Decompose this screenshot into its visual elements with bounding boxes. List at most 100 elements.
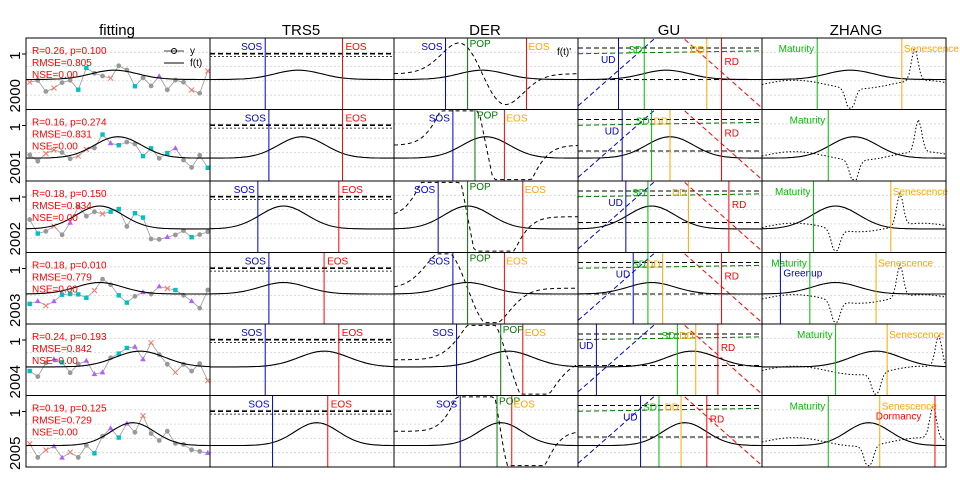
snow-point xyxy=(51,356,57,362)
raw-point xyxy=(83,442,89,448)
raw-point xyxy=(43,360,49,366)
fitted-curve xyxy=(762,205,946,230)
plateau-line xyxy=(577,336,763,341)
raw-point xyxy=(164,361,170,367)
panel-der-2000: SOS POP EOS xyxy=(393,37,579,110)
ud-label: UD xyxy=(601,55,615,66)
maturity-label: Maturity xyxy=(771,259,807,270)
recession-tangent xyxy=(684,253,763,323)
fitted-curve xyxy=(26,350,211,368)
raw-point xyxy=(43,228,49,234)
raw-point xyxy=(100,73,105,79)
sd-label: SD xyxy=(643,403,657,414)
rd-label: RD xyxy=(721,343,735,354)
eos-label: EOS xyxy=(514,400,535,411)
eos-label: EOS xyxy=(528,42,549,53)
raw-point xyxy=(189,165,195,170)
good-point xyxy=(84,65,89,71)
fitted-curve xyxy=(210,69,394,81)
raw-point xyxy=(181,228,186,234)
bad-point xyxy=(172,369,179,376)
maturity-label: Maturity xyxy=(790,116,826,127)
raw-point xyxy=(124,139,130,145)
eos-label: EOS xyxy=(342,185,363,196)
fitted-curve xyxy=(393,281,578,295)
raw-point xyxy=(197,152,203,158)
panel-zhang-2002: Maturity Senescence xyxy=(761,180,948,253)
dd-label: DD xyxy=(690,45,704,56)
panel-trs5-2000: SOS EOS xyxy=(209,37,395,110)
snow-point xyxy=(156,283,163,289)
raw-point xyxy=(189,447,195,453)
fit-stat: RMSE=0.805 xyxy=(32,58,92,69)
sd-label: SD xyxy=(628,45,642,56)
raw-point xyxy=(156,438,162,443)
fit-stat: NSE=0.00 xyxy=(32,213,78,224)
panel-frame xyxy=(209,323,395,396)
sos-label: SOS xyxy=(245,114,266,125)
raw-point xyxy=(92,145,97,151)
raw-point xyxy=(75,361,81,367)
raw-point xyxy=(124,224,130,229)
fitted-curve xyxy=(578,69,762,81)
good-point xyxy=(76,87,81,92)
good-point xyxy=(76,292,81,297)
fit-stat: R=0.26, p=0.100 xyxy=(32,46,107,57)
raw-point xyxy=(92,209,97,215)
raw-point xyxy=(181,157,186,163)
bad-point xyxy=(43,150,49,157)
row-tick-label: 1 xyxy=(7,195,24,203)
eos-label: EOS xyxy=(327,257,348,268)
good-point xyxy=(205,165,210,170)
row-tick-label: 1 xyxy=(7,52,24,60)
snow-point xyxy=(59,454,65,460)
sos-label: SOS xyxy=(414,185,435,196)
bad-point xyxy=(67,449,74,456)
fitted-curve xyxy=(762,422,946,447)
senescence-label: Senescence xyxy=(882,402,937,413)
snow-point xyxy=(107,425,114,431)
fit-stat: R=0.16, p=0.274 xyxy=(32,118,107,129)
fitted-curve xyxy=(394,350,579,368)
raw-point xyxy=(35,374,41,379)
good-point xyxy=(35,231,40,236)
raw-point xyxy=(197,232,203,237)
derivative-curve xyxy=(393,42,578,106)
raw-point xyxy=(164,428,170,434)
row-label-2005: 2005 xyxy=(7,437,24,470)
good-point xyxy=(116,293,121,298)
ud-label: UD xyxy=(623,413,637,424)
recession-tangent xyxy=(684,110,763,180)
row-tick-label: 1 xyxy=(7,266,24,274)
maturity-label: Maturity xyxy=(775,187,811,198)
rd-label: RD xyxy=(725,272,739,283)
fit-stat: NSE=0.00 xyxy=(32,142,78,153)
bad-point xyxy=(204,377,211,384)
good-point xyxy=(67,291,73,297)
rd-label: RD xyxy=(725,57,739,68)
bad-point xyxy=(204,68,211,74)
fit-stat: R=0.18, p=0.150 xyxy=(32,189,107,200)
snow-point xyxy=(51,298,57,304)
panel-frame xyxy=(577,252,763,325)
fit-stat: NSE=0.00 xyxy=(32,70,78,81)
good-point xyxy=(59,360,65,365)
panel-trs5-2003: SOS EOS xyxy=(209,252,395,325)
sos-label: SOS xyxy=(241,42,262,53)
sos-label: SOS xyxy=(432,328,453,339)
panel-der-2001: SOS POP EOS xyxy=(393,109,579,182)
good-point xyxy=(124,345,130,351)
raw-point xyxy=(67,156,73,162)
fitted-curve xyxy=(209,281,394,295)
snow-point xyxy=(107,140,114,146)
panel-trs5-2005: SOS EOS xyxy=(209,395,395,468)
fitted-curve xyxy=(394,422,578,447)
good-point xyxy=(173,287,178,293)
